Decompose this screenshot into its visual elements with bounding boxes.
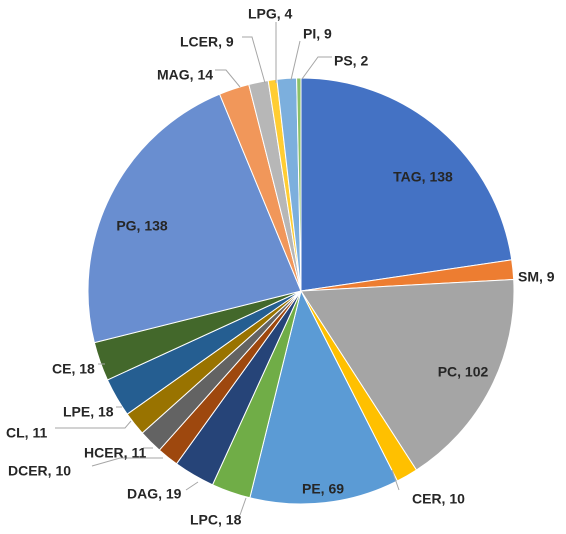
data-label-dag: DAG, 19 — [127, 486, 182, 502]
leader-line-lpc — [239, 497, 247, 516]
pie-slice-tag — [300, 77, 513, 292]
leader-line-cl — [55, 420, 132, 429]
data-label-ps: PS, 2 — [334, 53, 368, 69]
data-label-lpc: LPC, 18 — [190, 512, 242, 528]
data-label-pi: PI, 9 — [303, 26, 332, 42]
data-label-pg: PG, 138 — [116, 218, 168, 234]
data-label-ce: CE, 18 — [52, 361, 95, 377]
data-label-lpe: LPE, 18 — [63, 404, 114, 420]
data-label-tag: TAG, 138 — [393, 169, 453, 185]
pie-slice-ps — [296, 77, 302, 292]
data-label-dcer: DCER, 10 — [8, 463, 71, 479]
data-label-lpg: LPG, 4 — [248, 6, 293, 22]
leader-line-lcer — [242, 36, 266, 84]
pie-slice-pc — [300, 278, 515, 471]
data-label-pc: PC, 102 — [438, 364, 489, 380]
data-labels: TAG, 138 SM, 9 PC, 102 CER, 10 PE, 69 LPC, 18… — [6, 6, 555, 528]
data-label-sm: SM, 9 — [518, 269, 555, 285]
data-label-lcer: LCER, 9 — [180, 34, 234, 50]
pie-slice-pe — [249, 289, 399, 505]
leader-line-dag — [185, 481, 199, 491]
data-label-pe: PE, 69 — [302, 481, 344, 497]
leader-line-ps — [301, 56, 332, 80]
leader-line-dcer — [91, 457, 163, 467]
leader-line-mag — [215, 69, 241, 88]
leader-line-cer — [391, 469, 400, 491]
leader-lines — [55, 22, 400, 516]
data-label-hcer: HCER, 11 — [84, 445, 146, 461]
data-label-cer: CER, 10 — [412, 491, 465, 507]
leader-line-pi — [290, 40, 301, 81]
pie-slice-pg — [87, 93, 302, 344]
pie-slices — [87, 77, 515, 505]
data-label-mag: MAG, 14 — [157, 67, 213, 83]
data-label-cl: CL, 11 — [6, 425, 47, 441]
